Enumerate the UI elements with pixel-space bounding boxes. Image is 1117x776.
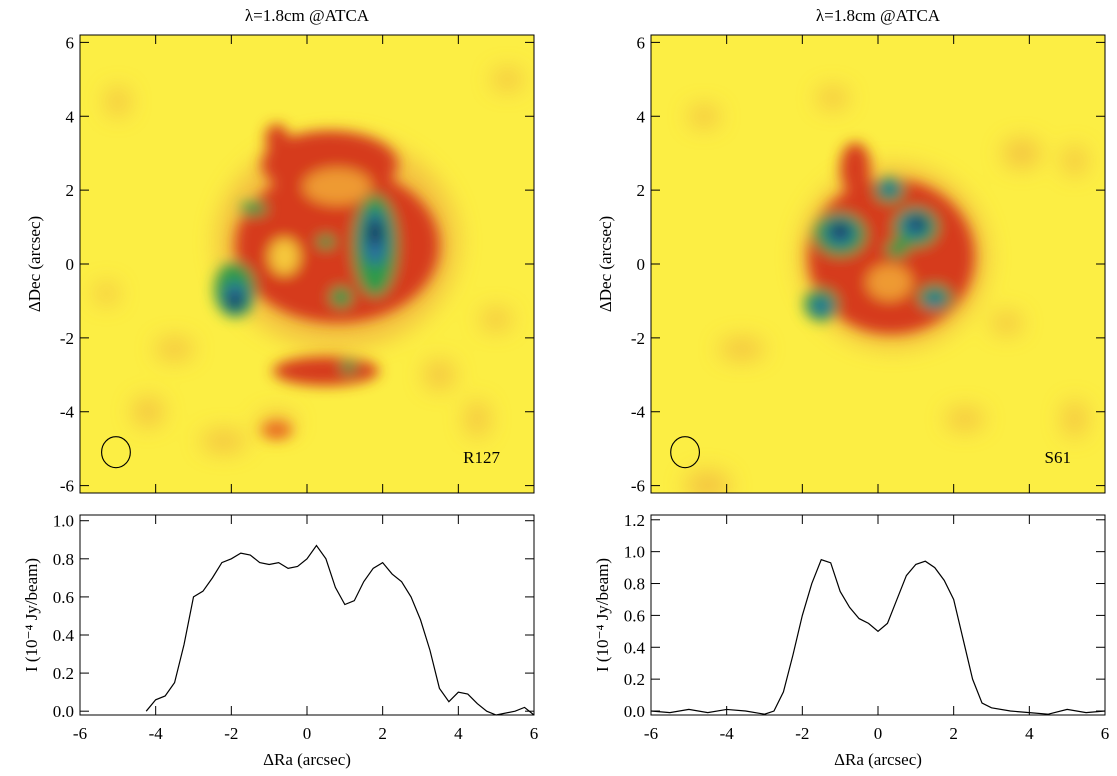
y-tick-label: 0.4 [624,638,646,657]
x-tick-label: 4 [1025,724,1034,743]
x-tick-label: -2 [795,724,809,743]
y-tick-label: 1.2 [624,511,645,530]
y-tick-label: 6 [66,33,75,52]
y-tick-label: -6 [631,477,645,496]
map-image [80,35,534,493]
y-tick-label: -4 [60,403,75,422]
y-tick-label: 0.8 [53,550,74,569]
y-tick-label: 1.0 [53,512,74,531]
y-tick-label: -4 [631,403,646,422]
y-tick-label: 0.6 [624,606,645,625]
y-tick-label: 0.0 [53,702,74,721]
y-axis-label: ΔDec (arcsec) [25,216,44,312]
y-tick-label: 6 [637,33,646,52]
y-tick-label: 2 [66,181,75,200]
y-tick-label: 4 [66,107,75,126]
y-tick-label: 0 [66,255,75,274]
y-tick-label: 2 [637,181,646,200]
y-tick-label: 0.2 [53,664,74,683]
y-axis-label: ΔDec (arcsec) [596,216,615,312]
map-image [651,35,1105,493]
x-tick-label: -4 [149,724,164,743]
y-tick-label: 0.2 [624,670,645,689]
panel-label: R127 [463,448,500,467]
x-tick-label: 4 [454,724,463,743]
x-tick-label: 0 [874,724,883,743]
y-tick-label: 0.4 [53,626,75,645]
plot-frame [79,514,535,716]
x-tick-label: -6 [644,724,658,743]
x-tick-label: -2 [224,724,238,743]
panel-label: S61 [1045,448,1071,467]
x-tick-label: 2 [378,724,387,743]
chart-title: λ=1.8cm @ATCA [245,6,370,25]
x-axis-label: ΔRa (arcsec) [834,750,922,769]
y-tick-label: -2 [631,329,645,348]
x-axis-label: ΔRa (arcsec) [263,750,351,769]
chart-title: λ=1.8cm @ATCA [816,6,941,25]
x-tick-label: 6 [1101,724,1110,743]
profile-line [145,544,535,716]
x-tick-label: -6 [73,724,87,743]
x-tick-label: 6 [530,724,539,743]
y-tick-label: 0.8 [624,575,645,594]
x-tick-label: 2 [949,724,958,743]
y-axis-label: I (10⁻⁴ Jy/beam) [22,558,41,672]
plot-frame [650,514,1106,716]
y-tick-label: 0.6 [53,588,74,607]
y-tick-label: -6 [60,477,74,496]
y-tick-label: -2 [60,329,74,348]
y-tick-label: 4 [637,107,646,126]
y-tick-label: 1.0 [624,543,645,562]
profile-line [650,558,1106,715]
x-tick-label: -4 [720,724,735,743]
y-tick-label: 0.0 [624,702,645,721]
x-tick-label: 0 [303,724,312,743]
y-axis-label: I (10⁻⁴ Jy/beam) [593,558,612,672]
y-tick-label: 0 [637,255,646,274]
